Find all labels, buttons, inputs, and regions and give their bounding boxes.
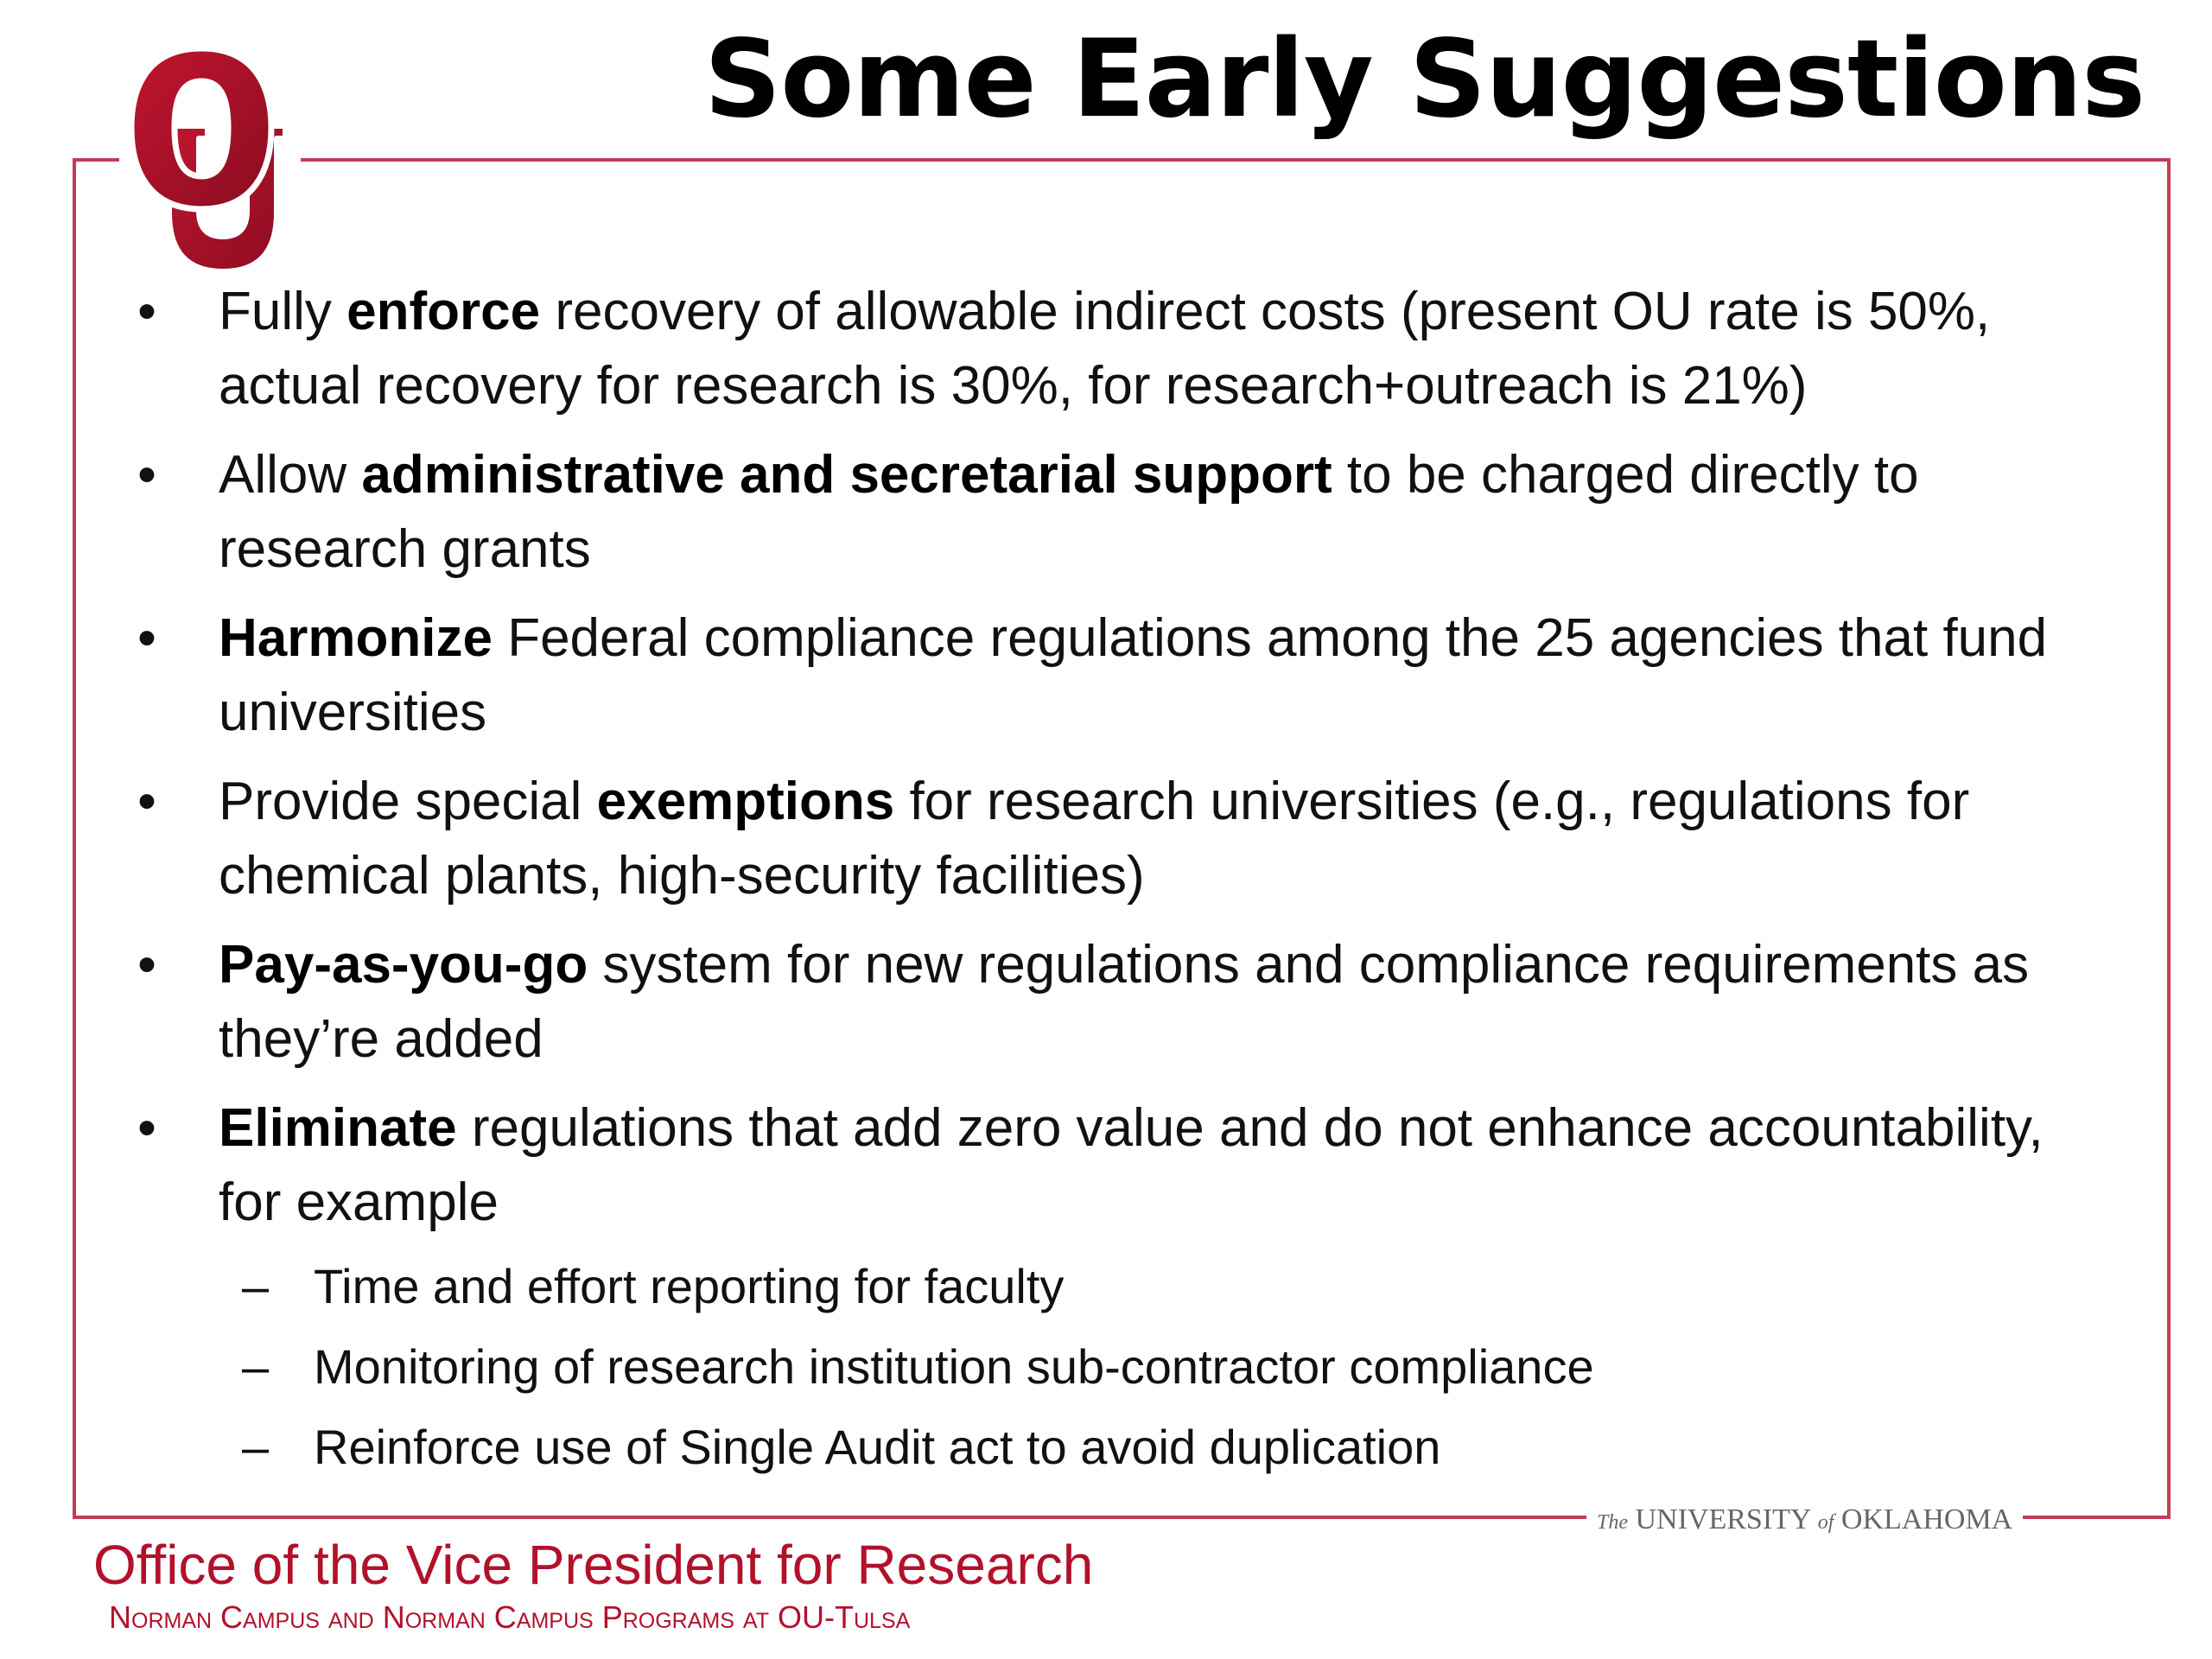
bullet-marker: • — [137, 1098, 156, 1158]
content-frame — [73, 158, 2171, 1519]
bullet-text-emphasis: Eliminate — [219, 1098, 457, 1158]
bullet-text-emphasis: administrative and secretarial support — [361, 445, 1332, 505]
list-item: • Fully enforce recovery of allowable in… — [130, 275, 2091, 423]
list-item: • Eliminate regulations that add zero va… — [130, 1091, 2091, 1240]
sub-list-item: – Reinforce use of Single Audit act to a… — [242, 1415, 2091, 1479]
bullet-marker: • — [137, 445, 156, 505]
bullet-text-part: system for new regulations and complianc… — [219, 935, 2030, 1069]
wordmark-of: of — [1817, 1511, 1834, 1534]
dash-marker: – — [242, 1420, 270, 1474]
ou-interlocking-logo-icon — [119, 41, 301, 282]
bullet-text-part: recovery of allowable indirect costs (pr… — [219, 282, 1991, 416]
wordmark-university: UNIVERSITY — [1635, 1503, 1811, 1535]
bullet-text-emphasis: enforce — [346, 282, 541, 341]
bullet-text-part: regulations that add zero value and do n… — [219, 1098, 2044, 1232]
suggestion-list: • Fully enforce recovery of allowable in… — [130, 275, 2091, 1496]
bullet-marker: • — [137, 282, 156, 341]
bullet-text-emphasis: exemptions — [596, 772, 895, 831]
bullet-text-emphasis: Pay-as-you-go — [219, 935, 588, 995]
bullet-text-part: Federal compliance regulations among the… — [219, 608, 2048, 742]
list-item: • Allow administrative and secretarial s… — [130, 438, 2091, 587]
university-wordmark: The UNIVERSITY of OKLAHOMA — [1586, 1501, 2024, 1541]
bullet-text-part: Provide special — [219, 772, 597, 831]
bullet-marker: • — [137, 772, 156, 831]
bullet-text-emphasis: Harmonize — [219, 608, 493, 668]
sub-list-item: – Time and effort reporting for faculty — [242, 1255, 2091, 1319]
list-item: • Pay-as-you-go system for new regulatio… — [130, 928, 2091, 1077]
sub-item-text: Reinforce use of Single Audit act to avo… — [314, 1420, 1441, 1474]
slide-title: Some Early Suggestions — [703, 17, 2145, 142]
bullet-marker: • — [137, 935, 156, 995]
list-item: • Harmonize Federal compliance regulatio… — [130, 601, 2091, 750]
bullet-marker: • — [137, 608, 156, 668]
bullet-text-part: for research universities (e.g., regulat… — [219, 772, 1970, 906]
wordmark-the: The — [1597, 1511, 1628, 1534]
sub-item-text: Time and effort reporting for faculty — [314, 1259, 1065, 1313]
sub-list-item: – Monitoring of research institution sub… — [242, 1335, 2091, 1399]
bullet-text-part: to be charged directly to research grant… — [219, 445, 1919, 579]
dash-marker: – — [242, 1339, 270, 1394]
bullet-text-part: Fully — [219, 282, 347, 341]
list-item: • Provide special exemptions for researc… — [130, 765, 2091, 913]
sub-item-text: Monitoring of research institution sub-c… — [314, 1339, 1594, 1394]
wordmark-state: OKLAHOMA — [1840, 1503, 2013, 1535]
sub-list: – Time and effort reporting for faculty … — [130, 1255, 2091, 1479]
bullet-text-part: Allow — [219, 445, 362, 505]
office-name: Office of the Vice President for Researc… — [93, 1534, 1094, 1596]
campus-subtitle: Norman Campus and Norman Campus Programs… — [109, 1599, 911, 1635]
dash-marker: – — [242, 1259, 270, 1313]
